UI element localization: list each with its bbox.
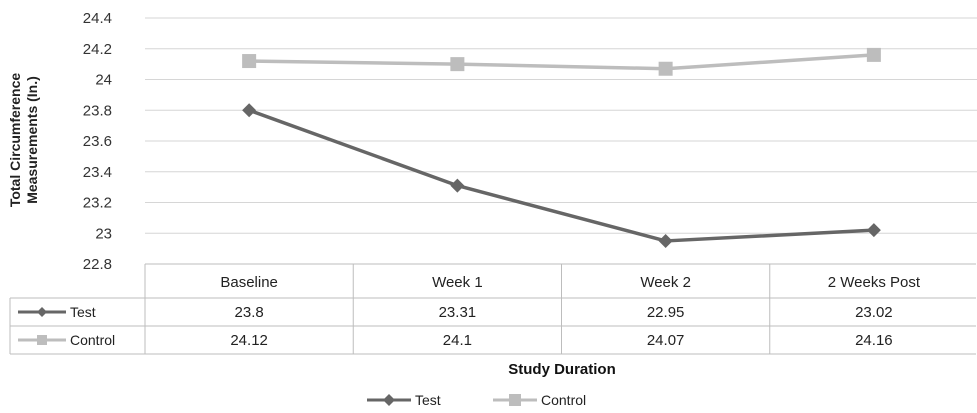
table-cell: 24.07 [647,332,685,349]
series-lines [242,48,881,248]
table-cell: 23.8 [235,304,264,321]
y-tick-label: 24.2 [83,41,112,58]
legend-label: Control [541,392,586,408]
x-axis-title: Study Duration [508,361,616,378]
data-point [659,62,673,76]
category-label: Baseline [220,274,278,291]
y-tick-label: 23.8 [83,102,112,119]
table-series-label: Test [70,304,96,320]
legend-key-marker [509,394,521,406]
y-tick-label: 24 [95,72,112,89]
table-legend-key-marker [37,335,47,345]
gridlines [145,18,977,233]
data-point [450,179,464,193]
table-cell: 22.95 [647,304,685,321]
legend-label: Test [415,392,441,408]
series-line [249,55,874,69]
y-tick-label: 23.2 [83,195,112,212]
y-axis-title-line-1: Total Circumference [7,73,23,208]
y-tick-label: 23 [95,225,112,242]
legend-key-marker [383,394,395,406]
data-point [450,57,464,71]
category-label: 2 Weeks Post [828,274,921,291]
data-table: Baseline Week 1 Week 2 2 Weeks Post Test 23.8… [10,264,977,354]
table-cell: 24.1 [443,332,472,349]
data-point [242,54,256,68]
series-line [249,110,874,241]
y-tick-label: 24.4 [83,10,112,27]
table-cell: 24.12 [230,332,268,349]
table-series-label: Control [70,332,115,348]
category-label: Week 1 [432,274,483,291]
category-label: Week 2 [640,274,691,291]
y-tick-label: 23.6 [83,133,112,150]
table-cell: 23.02 [855,304,893,321]
y-tick-label: 23.4 [83,164,112,181]
table-legend-key-marker [37,307,47,317]
y-tick-label: 22.8 [83,256,112,273]
data-point [242,103,256,117]
y-axis-title-line-2: Measurements (In.) [24,76,40,204]
legend: Test Control [367,392,586,408]
y-tick-labels: 22.8 23 23.2 23.4 23.6 23.8 24 24.2 24.4 [83,10,112,273]
table-cell: 23.31 [439,304,477,321]
data-point [659,234,673,248]
y-axis-title: Total Circumference Measurements (In.) [7,73,40,208]
table-cell: 24.16 [855,332,893,349]
data-point [867,223,881,237]
data-point [867,48,881,62]
